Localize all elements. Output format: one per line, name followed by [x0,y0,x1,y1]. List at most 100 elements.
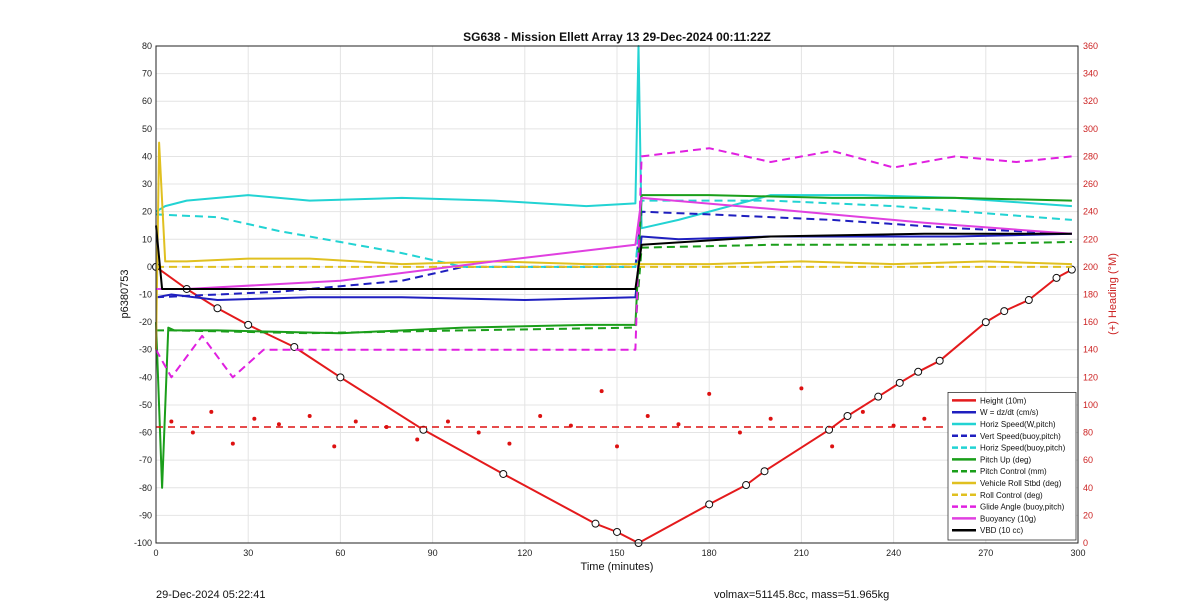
y-tick-label: -20 [139,317,152,327]
heading-point [169,419,174,424]
y2-tick-label: 180 [1083,290,1098,300]
x-tick-label: 90 [428,548,438,558]
x-tick-label: 300 [1070,548,1085,558]
y-tick-label: 60 [142,96,152,106]
height-marker [1024,296,1033,305]
heading-point [507,441,512,446]
height-marker [591,519,600,528]
y2-tick-label: 240 [1083,207,1098,217]
heading-point [230,441,235,446]
heading-point [830,444,835,449]
y-tick-label: -60 [139,428,152,438]
y-tick-label: 40 [142,151,152,161]
series-line-11 [155,225,1072,290]
legend-entry: VBD (10 cc) [980,526,1023,535]
height-marker [895,378,904,387]
height-marker [760,467,769,476]
y2-tick-label: 360 [1083,41,1098,51]
height-marker [981,318,990,327]
y-tick-label: 10 [142,234,152,244]
heading-point [353,419,358,424]
heading-point [860,409,865,414]
legend-box [947,391,1077,541]
heading-point [190,430,195,435]
y-tick-label: -40 [139,372,152,382]
height-marker [1000,307,1009,316]
y2-tick-label: 220 [1083,234,1098,244]
y2-tick-label: 340 [1083,69,1098,79]
footer-timestamp: 29-Dec-2024 05:22:41 [156,589,266,601]
series-line-10 [156,196,1072,290]
height-marker [613,527,621,536]
legend-entry: Glide Angle (buoy,pitch) [980,503,1065,512]
height-marker [244,320,253,329]
x-tick-label: 180 [702,548,717,558]
x-tick-label: 150 [609,548,624,558]
y2-tick-label: 260 [1083,179,1098,189]
x-tick-label: 0 [153,548,158,558]
legend-entry: Height (10m) [980,396,1027,405]
height-marker [336,373,345,382]
y2-tick-label: 80 [1083,428,1093,438]
legend-entry: Vert Speed(buoy,pitch) [980,432,1061,441]
y-axis-label: p6380753 [119,270,131,319]
heading-dots [156,386,1078,449]
height-marker [742,481,751,490]
heading-point [891,423,896,428]
y2-tick-label: 320 [1083,96,1098,106]
heading-point [922,416,927,421]
legend-entry: Vehicle Roll Stbd (deg) [980,479,1062,488]
x-tick-label: 240 [886,548,901,558]
heading-point [737,430,742,435]
y2-tick-label: 300 [1083,124,1098,134]
height-marker [213,304,222,313]
plot-frame [155,45,1079,544]
height-marker [843,411,852,420]
x-tick-label: 120 [517,548,532,558]
heading-point [676,422,681,427]
heading-point [568,423,573,428]
legend-entry: W = dz/dt (cm/s) [980,408,1039,417]
y-tick-label: 0 [147,262,152,272]
legend-entry: Horiz Speed(W,pitch) [980,420,1056,429]
y-tick-label: -70 [139,455,152,465]
heading-point [209,409,214,414]
heading-point [476,430,481,435]
legend-entry: Pitch Up (deg) [980,455,1031,464]
y-tick-label: 50 [142,124,152,134]
y2-tick-label: 160 [1083,317,1098,327]
y-tick-label: 80 [142,41,152,51]
y-tick-label: -90 [139,510,152,520]
height-marker [935,356,944,365]
y-tick-label: -10 [139,290,152,300]
x-tick-label: 60 [335,548,345,558]
x-tick-label: 210 [794,548,809,558]
x-tick-label: 30 [243,548,253,558]
heading-point [645,413,650,418]
heading-point [799,386,804,391]
y2-tick-label: 140 [1083,345,1098,355]
y2-axis-label: (+) Heading (°M) [1107,253,1119,335]
legend-entry: Horiz Speed(buoy,pitch) [980,444,1066,453]
y2-tick-label: 280 [1083,151,1098,161]
heading-point [707,391,712,396]
y2-tick-label: 40 [1083,483,1093,493]
x-tick-label: 270 [978,548,993,558]
height-marker [874,392,883,401]
series-line-2 [155,45,1072,230]
legend-entry: Buoyancy (10g) [980,514,1036,523]
y2-tick-label: 0 [1083,538,1088,548]
series-line-1 [155,232,1072,301]
axes: 0 30 60 90 120 150 180 210 240 270 300-100-90-80-7… [134,41,1098,558]
heading-point [415,437,420,442]
y2-tick-label: 120 [1083,372,1098,382]
y-tick-label: -30 [139,345,152,355]
heading-point [384,425,389,430]
heading-point [307,413,312,418]
y-tick-label: -100 [134,538,152,548]
chart-title: SG638 - Mission Ellett Array 13 29-Dec-2… [463,30,771,44]
height-marker [705,500,714,509]
x-axis-label: Time (minutes) [581,561,654,573]
legend: Height (10m) W = dz/dt (cm/s) Horiz Speed(… [947,391,1077,541]
